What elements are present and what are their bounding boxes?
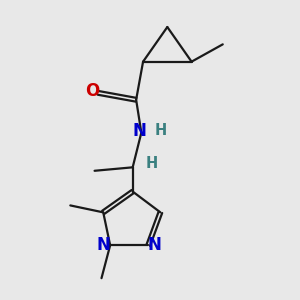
Text: H: H bbox=[146, 156, 158, 171]
Text: O: O bbox=[85, 82, 99, 100]
Text: N: N bbox=[97, 236, 111, 254]
Text: H: H bbox=[154, 123, 167, 138]
Text: N: N bbox=[148, 236, 161, 254]
Text: N: N bbox=[133, 122, 146, 140]
